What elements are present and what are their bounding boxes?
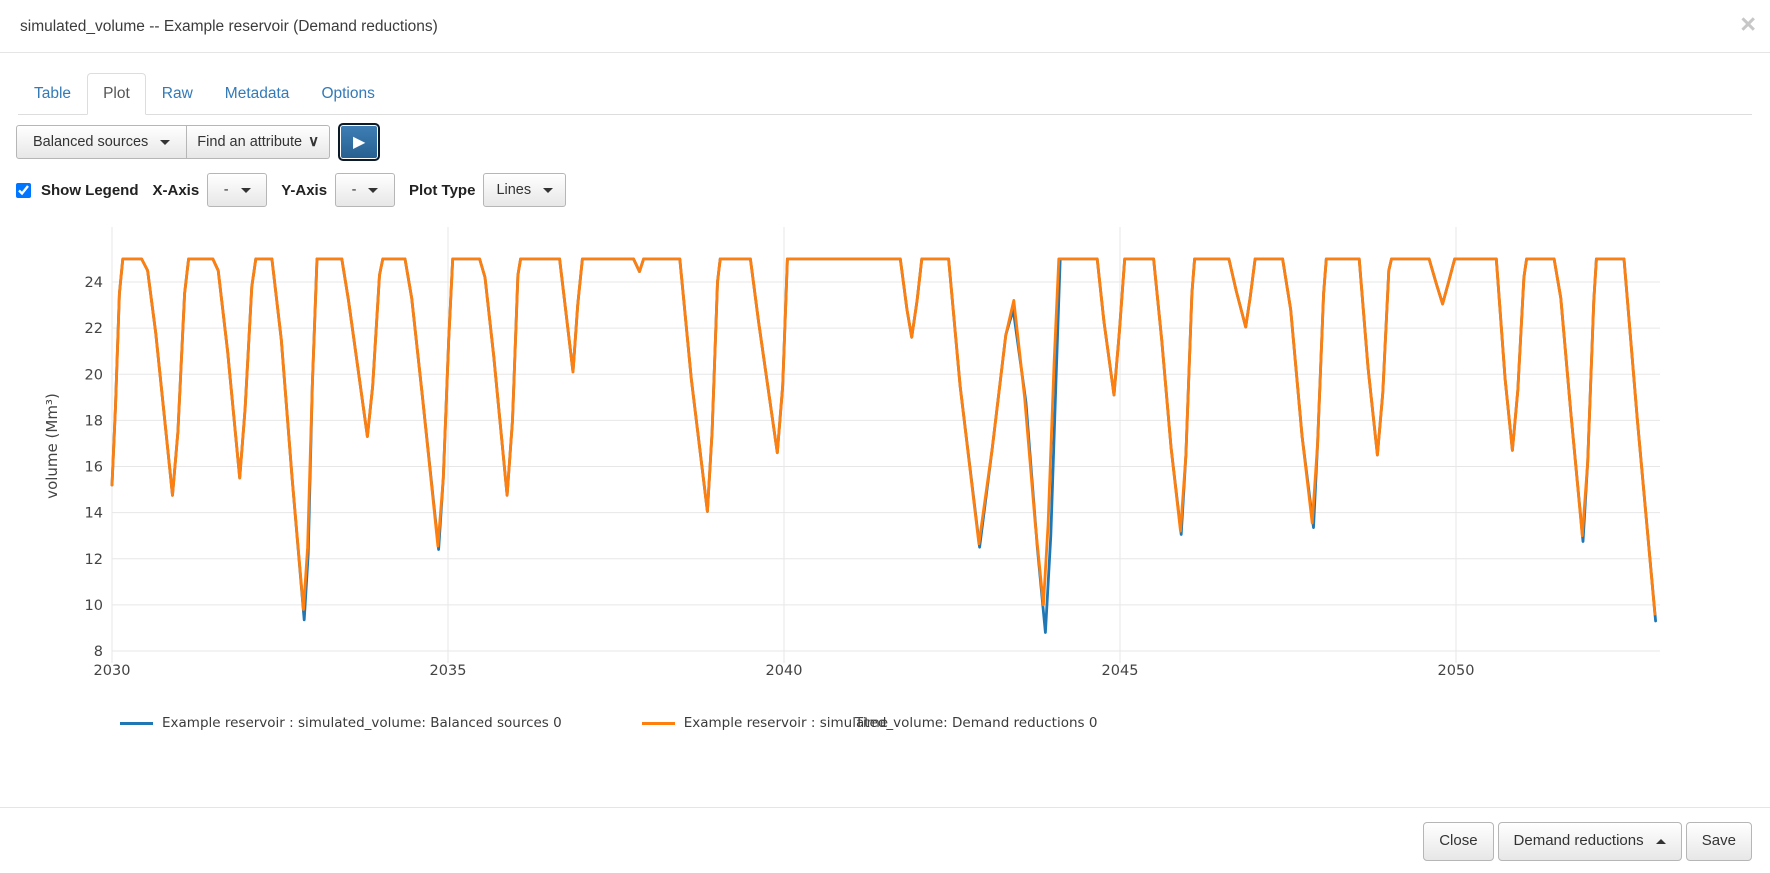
- modal-title: simulated_volume -- Example reservoir (D…: [20, 18, 438, 35]
- svg-text:24: 24: [85, 275, 103, 291]
- plot-type-value: Lines: [496, 182, 532, 198]
- svg-text:22: 22: [85, 321, 103, 337]
- x-axis-label: X-Axis: [152, 181, 200, 199]
- scenario-dropdown-button[interactable]: Balanced sources: [16, 124, 188, 160]
- x-axis-dropdown[interactable]: -: [207, 173, 268, 208]
- chart-svg: 2030 2035 2040 2045 2050 8 10 12 14 16 18 20 22 24 vol…: [43, 227, 1660, 679]
- tab-metadata[interactable]: Metadata: [209, 73, 306, 115]
- close-button[interactable]: Close: [1423, 822, 1494, 861]
- tab-options[interactable]: Options: [305, 73, 390, 115]
- plot-type-dropdown[interactable]: Lines: [483, 173, 567, 208]
- y-axis-value: -: [351, 182, 357, 198]
- chevron-down-icon: [160, 139, 171, 145]
- legend-item: Example reservoir : simulated_volume: Ba…: [120, 715, 562, 731]
- show-legend-label: Show Legend: [41, 181, 139, 199]
- chart-legend: Example reservoir : simulated_volume: Ba…: [120, 715, 1097, 731]
- show-legend-checkbox[interactable]: [16, 182, 31, 198]
- svg-text:2035: 2035: [430, 663, 467, 679]
- chart-legend-row: Time Example reservoir : simulated_volum…: [0, 713, 1770, 735]
- modal-header: simulated_volume -- Example reservoir (D…: [0, 0, 1770, 53]
- chevron-down-icon: [240, 187, 251, 193]
- series-swatch-orange: [641, 721, 675, 725]
- close-icon[interactable]: ×: [1740, 9, 1756, 39]
- legend-item: Example reservoir : simulated_volume: De…: [641, 715, 1098, 732]
- svg-text:2040: 2040: [766, 663, 803, 679]
- chevron-down-icon: ∨: [308, 132, 320, 150]
- y-axis-label: Y-Axis: [281, 181, 328, 199]
- svg-text:2030: 2030: [94, 663, 131, 679]
- play-icon: ▶: [352, 134, 366, 151]
- svg-text:12: 12: [85, 552, 103, 568]
- x-axis-value: -: [223, 182, 229, 198]
- svg-text:2045: 2045: [1102, 663, 1139, 679]
- chevron-up-icon: [1655, 838, 1666, 844]
- svg-text:18: 18: [85, 414, 103, 430]
- attribute-select-label: Find an attribute: [197, 133, 303, 150]
- series-swatch-blue: [120, 721, 153, 725]
- svg-text:16: 16: [85, 460, 103, 476]
- scenario-toolbar: Balanced sources Find an attribute ∨ ▶: [0, 115, 1770, 161]
- chart-area: 2030 2035 2040 2045 2050 8 10 12 14 16 18 20 22 24 vol…: [0, 211, 1770, 687]
- plot-controls: Show Legend X-Axis - Y-Axis - Plot Type …: [0, 161, 1770, 208]
- chevron-down-icon: [368, 187, 379, 193]
- svg-text:14: 14: [85, 506, 103, 522]
- scenario-dropdown-label: Balanced sources: [33, 133, 149, 150]
- svg-text:8: 8: [94, 644, 103, 660]
- svg-text:volume (Mm³): volume (Mm³): [43, 393, 61, 499]
- tab-bar: Table Plot Raw Metadata Options: [18, 73, 1752, 115]
- y-axis-dropdown[interactable]: -: [335, 173, 396, 208]
- modal-footer: Close Demand reductions Save: [0, 807, 1770, 873]
- tab-table[interactable]: Table: [18, 73, 87, 115]
- legend-label: Example reservoir : simulated_volume: Ba…: [162, 715, 562, 732]
- scenario-dropup-label: Demand reductions: [1513, 832, 1644, 850]
- svg-text:20: 20: [85, 367, 103, 383]
- x-axis-title: Time: [855, 715, 889, 732]
- chevron-down-icon: [543, 187, 554, 193]
- save-button[interactable]: Save: [1685, 822, 1752, 861]
- tab-raw[interactable]: Raw: [146, 73, 209, 115]
- tab-plot[interactable]: Plot: [87, 73, 146, 115]
- svg-text:10: 10: [85, 598, 103, 614]
- scenario-dropup-button[interactable]: Demand reductions: [1497, 822, 1682, 861]
- plot-type-label: Plot Type: [409, 181, 476, 199]
- play-button[interactable]: ▶: [338, 123, 381, 161]
- legend-label: Example reservoir : simulated_volume: De…: [683, 715, 1098, 732]
- attribute-select[interactable]: Find an attribute ∨: [187, 124, 331, 160]
- svg-text:2050: 2050: [1438, 663, 1475, 679]
